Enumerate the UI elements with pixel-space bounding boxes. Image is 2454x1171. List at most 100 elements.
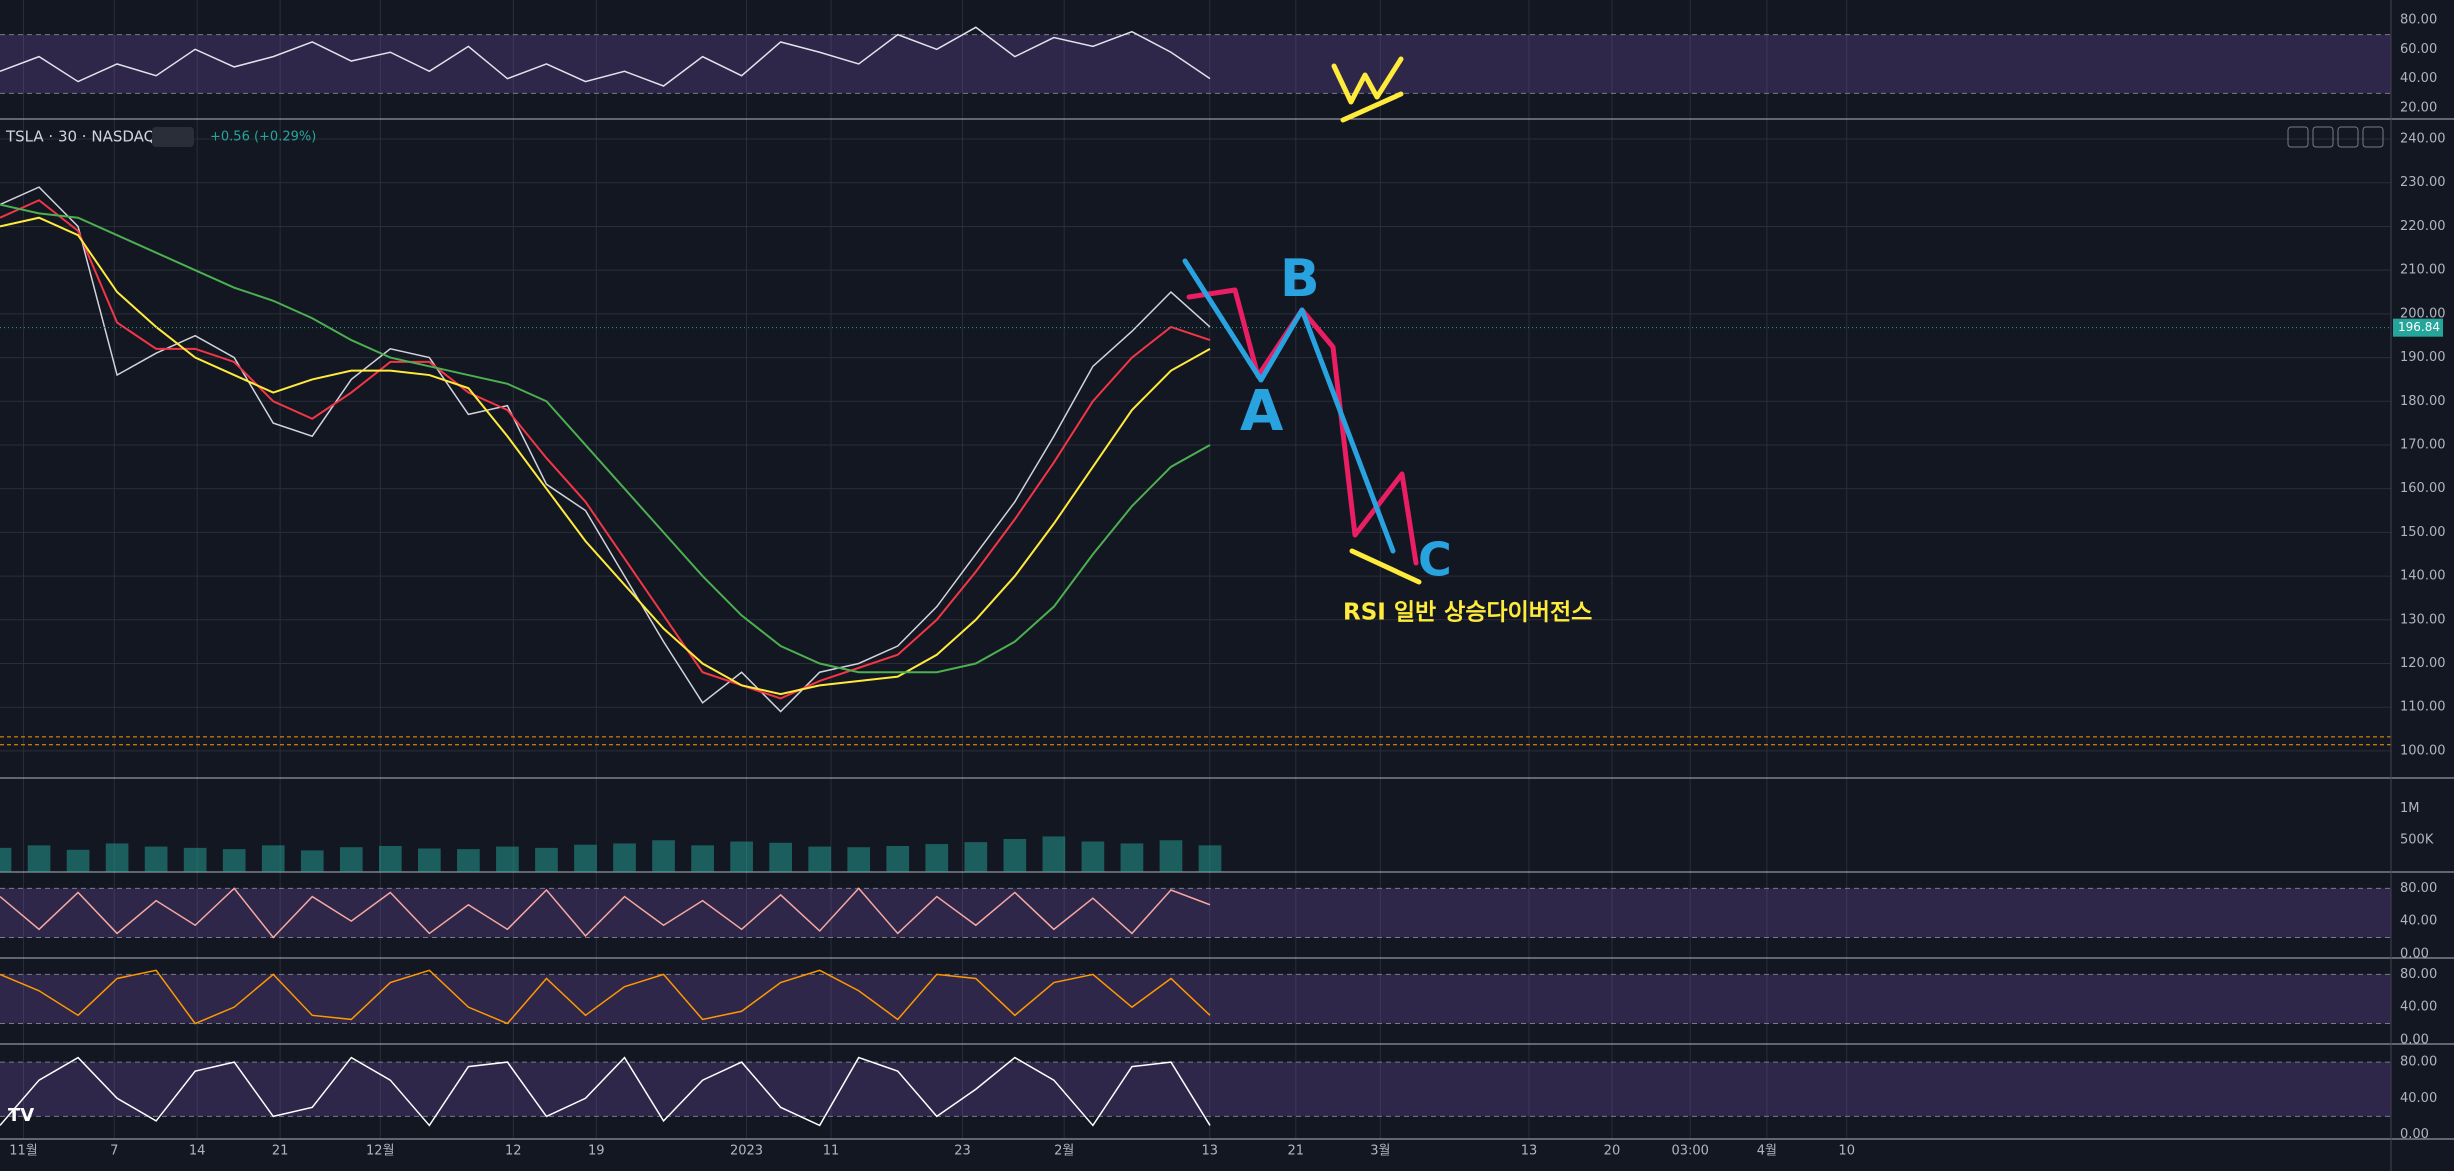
series-line <box>0 887 1211 939</box>
volume-bar <box>769 842 792 872</box>
volume-bar <box>222 849 246 872</box>
volume-bar <box>574 844 597 872</box>
band <box>0 888 2391 938</box>
series-line <box>0 969 1211 1025</box>
volume-bar <box>847 847 871 872</box>
x-tick-label: 21 <box>1288 1144 1305 1159</box>
y-tick-label: 80.00 <box>2400 881 2437 896</box>
y-tick-label: 40.00 <box>2400 1091 2437 1106</box>
volume-bar <box>535 847 558 872</box>
volume-bar <box>808 846 832 872</box>
grid <box>0 0 2454 1140</box>
x-tick-label: 13 <box>1201 1144 1218 1159</box>
volume-bar <box>964 842 988 872</box>
volume-bar <box>1081 841 1105 872</box>
x-tick-label: 23 <box>954 1144 971 1159</box>
volume-bar <box>418 848 441 872</box>
maximize-button[interactable] <box>2362 126 2384 148</box>
underline <box>1349 548 1422 585</box>
y-tick-label: 40.00 <box>2400 71 2437 86</box>
y-tick-label: 1M <box>2400 801 2420 816</box>
volume-bar <box>613 843 636 872</box>
volume-bar <box>144 846 168 872</box>
series-line <box>0 203 1211 674</box>
volume-bar <box>1198 845 1222 872</box>
volume-bar <box>886 845 910 872</box>
toggle[interactable] <box>152 127 194 147</box>
volume-bar <box>66 849 90 872</box>
x-tick-label: 7 <box>110 1144 118 1159</box>
volume-bar <box>1003 838 1027 872</box>
x-tick-label: 12월 <box>366 1144 395 1159</box>
y-tick-label: 110.00 <box>2400 700 2446 715</box>
toolbar <box>2287 126 2384 148</box>
zigzag-pink <box>1186 287 1419 566</box>
y-tick-label: 40.00 <box>2400 914 2437 929</box>
wave-label: C <box>1418 533 1452 587</box>
y-tick-label: 120.00 <box>2400 656 2446 671</box>
y-tick-label: 500K <box>2400 833 2434 848</box>
y-tick-label: 20.00 <box>2400 100 2437 115</box>
zigzag-blue <box>1182 258 1396 554</box>
series-line <box>0 186 1211 713</box>
x-tick-label: 21 <box>272 1144 289 1159</box>
x-tick-label: 11월 <box>9 1144 38 1159</box>
symbol: TSLA · 30 · NASDAQ <box>5 128 155 146</box>
w-stroke <box>1331 56 1404 105</box>
volume-bar <box>730 841 753 872</box>
x-tick-label: 4월 <box>1757 1144 1777 1159</box>
y-tick-label: 130.00 <box>2400 612 2446 627</box>
x-tick-label: 3월 <box>1370 1144 1390 1159</box>
series-line <box>0 1056 1211 1127</box>
y-tick-label: 200.00 <box>2400 306 2446 321</box>
volume-bar <box>183 847 207 872</box>
x-tick-label: 03:00 <box>1671 1144 1708 1159</box>
band <box>0 34 2391 94</box>
volume-bar <box>496 846 519 872</box>
volume-bar <box>1042 836 1066 872</box>
plot <box>0 26 2391 1127</box>
last-price-box <box>2393 318 2443 337</box>
volume-bar <box>261 845 285 872</box>
x-tick-label: 19 <box>588 1144 605 1159</box>
y-tick-label: 210.00 <box>2400 263 2446 278</box>
y-tick-label: 0.00 <box>2400 1127 2429 1142</box>
series-line <box>0 26 1211 87</box>
y-tick-label: 230.00 <box>2400 175 2446 190</box>
y-tick-label: 60.00 <box>2400 42 2437 57</box>
volume-bar <box>378 845 402 872</box>
wave-label: B <box>1280 249 1320 309</box>
wave-label: A <box>1240 379 1284 444</box>
x-tick-label: 2월 <box>1054 1144 1074 1159</box>
series-line <box>0 199 1211 700</box>
up-button[interactable] <box>2287 126 2309 148</box>
y-tick-label: 80.00 <box>2400 1055 2437 1070</box>
drawings <box>1182 56 1422 585</box>
band <box>0 974 2391 1024</box>
x-tick-label: 2023 <box>730 1144 763 1159</box>
y-tick-label: 80.00 <box>2400 967 2437 982</box>
volume-bar <box>1120 843 1144 872</box>
y-tick-label: 160.00 <box>2400 481 2446 496</box>
volume-bar <box>300 850 324 872</box>
volume-bar <box>652 840 675 872</box>
y-tick-label: 40.00 <box>2400 1000 2437 1015</box>
y-tick-label: 0.00 <box>2400 946 2429 961</box>
x-tick-label: 11 <box>823 1144 840 1159</box>
x-tick-label: 20 <box>1604 1144 1621 1159</box>
y-tick-label: 100.00 <box>2400 743 2446 758</box>
logo: TV <box>8 1105 34 1126</box>
collapse-button[interactable] <box>2337 126 2359 148</box>
down-button[interactable] <box>2312 126 2334 148</box>
note: RSI 일반 상승다이버전스 <box>1343 600 1592 626</box>
y-tick-label: 240.00 <box>2400 132 2446 147</box>
y-tick-label: 180.00 <box>2400 394 2446 409</box>
volume-bar <box>27 845 51 872</box>
x-tick-label: 14 <box>189 1144 206 1159</box>
w-underline <box>1340 91 1404 123</box>
y-tick-label: 80.00 <box>2400 12 2437 27</box>
x-tick-label: 10 <box>1838 1144 1855 1159</box>
